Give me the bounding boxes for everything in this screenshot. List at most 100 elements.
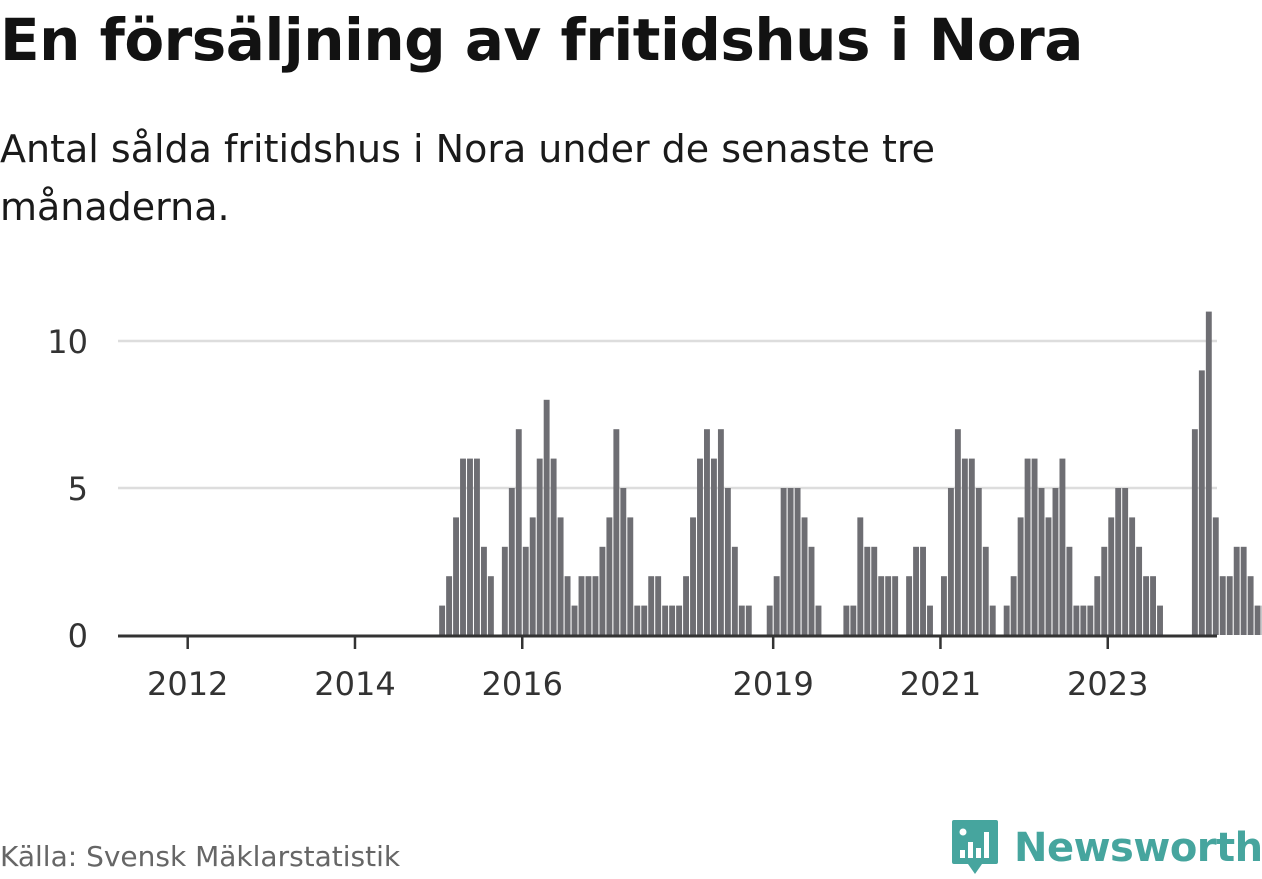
bar [613,429,620,635]
bar [1247,576,1254,635]
bars [439,311,1262,635]
bar [1115,488,1122,635]
bar [1073,605,1080,635]
bar [1205,311,1212,635]
bar [676,605,683,635]
bar [954,429,961,635]
bar [648,576,655,635]
bar [1150,576,1156,635]
bar [515,429,522,635]
bar [745,605,752,635]
bar [815,605,822,635]
bar [453,517,459,635]
newsworthy-logo-icon [952,820,998,874]
chart-title: En försäljning av fritidshus i Nora [0,6,1083,74]
y-tick-label: 5 [68,470,88,508]
bar [738,605,745,635]
bar [655,576,662,635]
bar [1122,488,1129,635]
bar [669,605,676,635]
bar [1129,517,1136,635]
bar [578,576,585,635]
bar [808,546,815,635]
bar [843,605,850,635]
axes [118,634,1217,649]
bar [1059,458,1066,635]
y-tick-label: 0 [68,617,88,655]
bar [480,546,487,635]
bar [940,576,947,635]
bar [1136,546,1143,635]
bar [1031,458,1038,635]
brand-logo[interactable]: Newsworthy [950,818,1262,878]
bar [1191,429,1198,635]
bar [1108,517,1115,635]
bar [641,605,648,635]
bar [885,576,892,635]
bar [1157,605,1163,635]
bar [1087,605,1094,635]
bar [1066,546,1073,635]
bar [878,576,885,635]
bar [1219,576,1226,635]
bar [487,576,494,635]
bar [592,576,599,635]
bar [550,458,557,635]
bar [683,576,689,635]
x-tick-label: 2021 [900,665,981,703]
source-note: Källa: Svensk Mäklarstatistik [0,840,401,873]
bar [1038,488,1045,635]
bar [1094,576,1101,635]
bar [787,488,794,635]
bar [1101,546,1108,635]
bar [1198,370,1205,635]
bar [710,458,717,635]
bar [1240,546,1247,635]
bar [1024,458,1031,635]
bar [536,458,543,635]
bar [522,546,529,635]
bar [920,546,926,635]
x-tick-label: 2012 [147,665,228,703]
x-tick-label: 2014 [314,665,395,703]
bar [1143,576,1150,635]
bar [927,605,933,635]
bar [968,458,975,635]
labels: 05102012201420162019202120231 [47,323,1148,703]
bar [662,605,669,635]
bar [474,458,480,635]
bar [543,399,550,635]
bar [1254,605,1261,635]
bar [766,605,773,635]
bar [961,458,968,635]
bar [801,517,808,635]
bar [627,517,634,635]
bar [913,546,920,635]
bar [606,517,613,635]
chart-subtitle: Antal sålda fritidshus i Nora under de s… [0,127,936,229]
bar [975,488,982,635]
bar [731,546,738,635]
bar [620,488,627,635]
bar [1052,488,1059,635]
bar [892,576,899,635]
bar [571,605,578,635]
y-tick-label: 10 [47,323,88,361]
bar [850,605,857,635]
bar [864,546,871,635]
x-tick-label: 2016 [482,665,563,703]
bar [460,458,466,635]
bar [794,488,801,635]
bar [780,488,787,635]
bar [1017,517,1024,635]
bar [634,605,641,635]
bar [1212,517,1219,635]
bar [1233,546,1240,635]
bar [982,546,989,635]
bar [717,429,724,635]
bar [508,488,515,635]
bar [947,488,954,635]
bar [1226,576,1233,635]
bar [1045,517,1052,635]
bar [599,546,606,635]
